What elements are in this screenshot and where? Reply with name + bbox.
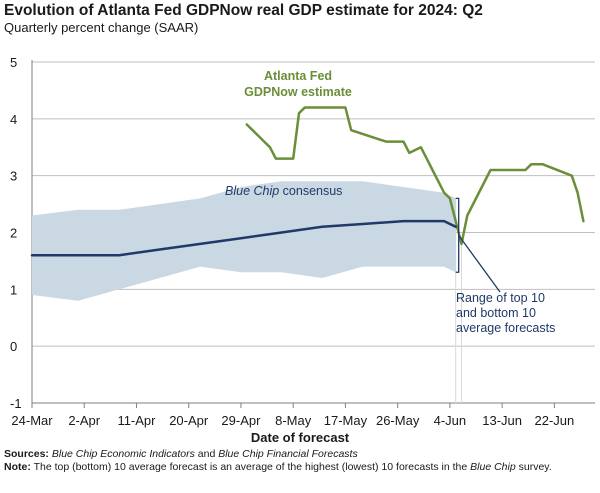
sources-and: and: [194, 448, 219, 460]
sources-line: Sources: Blue Chip Economic Indicators a…: [4, 448, 594, 461]
y-tick-label: 1: [10, 282, 17, 297]
note-line: Note: The top (bottom) 10 average foreca…: [4, 461, 594, 474]
bracket-label-line: average forecasts: [456, 321, 555, 335]
x-axis-ticks: 24-Mar 2-Apr 11-Apr 20-Apr 29-Apr 8-May 17-May…: [11, 403, 574, 428]
bracket-leader-line: [458, 234, 501, 293]
chart-title: Evolution of Atlanta Fed GDPNow real GDP…: [4, 2, 483, 19]
range-bracket: [455, 197, 460, 273]
consensus-label-italic: Blue Chip: [225, 184, 279, 198]
forecast-range-band: [32, 181, 456, 301]
x-tick-label: 20-Apr: [169, 413, 209, 428]
x-axis-label: Date of forecast: [250, 430, 350, 445]
x-tick-label: 29-Apr: [221, 413, 261, 428]
note-label: Note:: [4, 461, 31, 473]
grid-lines: [31, 60, 595, 404]
note-end: survey.: [515, 461, 552, 473]
y-tick-label: 3: [10, 169, 17, 184]
y-tick-label: 5: [10, 55, 17, 70]
sources-italic-2: Blue Chip Financial Forecasts: [218, 448, 358, 460]
consensus-line: [30, 219, 457, 257]
gdpnow-series-label: Atlanta Fed: [264, 69, 332, 83]
x-tick-label: 13-Jun: [482, 413, 522, 428]
x-tick-label: 26-May: [376, 413, 420, 428]
x-tick-label: 17-May: [324, 413, 368, 428]
x-tick-label: 24-Mar: [11, 413, 53, 428]
consensus-label-rest: consensus: [279, 184, 342, 198]
x-tick-label: 4-Jun: [434, 413, 467, 428]
x-tick-label: 22-Jun: [534, 413, 574, 428]
x-tick-label: 11-Apr: [117, 413, 156, 428]
footer-notes: Sources: Blue Chip Economic Indicators a…: [4, 448, 594, 474]
annotations: Atlanta Fed GDPNow estimate Blue Chip cons…: [225, 69, 555, 335]
sources-label: Sources:: [4, 448, 49, 460]
sources-italic-1: Blue Chip Economic Indicators: [51, 448, 195, 460]
note-italic: Blue Chip: [470, 461, 516, 473]
y-tick-label: 4: [10, 112, 17, 127]
y-tick-label: 2: [10, 226, 17, 241]
x-tick-label: 8-May: [275, 413, 312, 428]
chart-subtitle: Quarterly percent change (SAAR): [4, 20, 199, 35]
note-text: The top (bottom) 10 average forecast is …: [30, 461, 471, 473]
consensus-series-label: Blue Chip consensus: [225, 184, 342, 198]
bracket-label-line: Range of top 10: [456, 291, 545, 305]
y-tick-label: -1: [10, 396, 22, 411]
forecast-range-band-layer: [32, 181, 456, 301]
x-tick-label: 2-Apr: [68, 413, 100, 428]
gdpnow-series-label: GDPNow estimate: [244, 85, 352, 99]
bracket-label-line: and bottom 10: [456, 306, 536, 320]
series-lines: [30, 106, 585, 257]
y-tick-label: 0: [10, 339, 17, 354]
chart-plot: Atlanta Fed GDPNow estimate Blue Chip cons…: [10, 55, 595, 428]
gdpnow-line: [245, 106, 585, 246]
y-axis-ticks: -1 0 1 2 3 4 5: [10, 55, 22, 411]
